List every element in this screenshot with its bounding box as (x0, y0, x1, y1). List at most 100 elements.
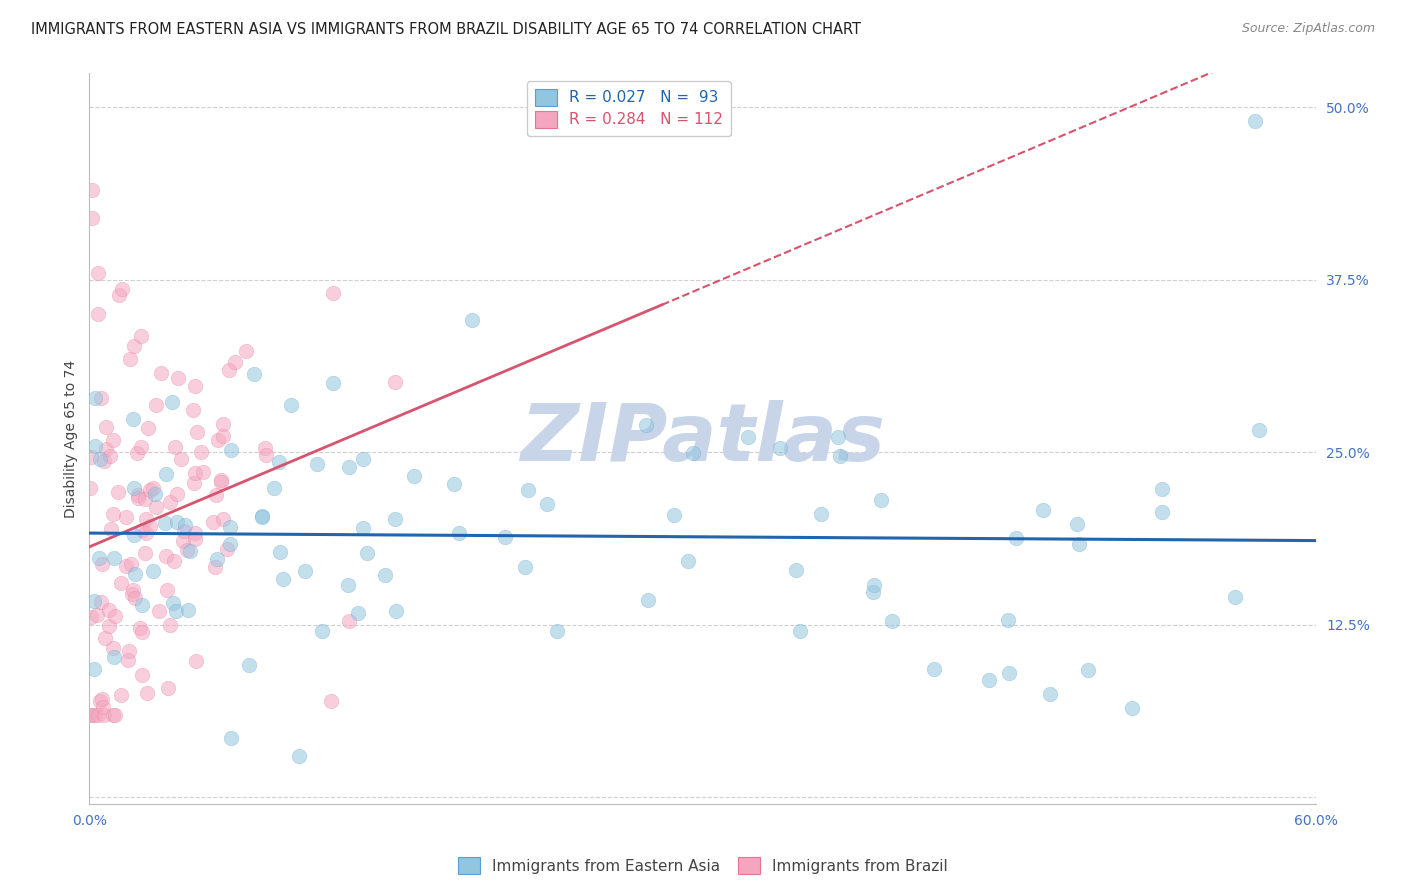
Point (218, 363, 240, 377)
Point (785, 563, 807, 577)
Point (305, 457, 328, 471)
Point (173, 524, 195, 539)
Point (737, 429, 759, 443)
Point (162, 554, 184, 568)
Point (101, 507, 124, 521)
Point (294, 564, 316, 578)
Point (135, 525, 157, 540)
Point (135, 512, 157, 526)
Point (131, 523, 153, 537)
Point (184, 532, 207, 546)
Point (447, 526, 470, 541)
Point (160, 394, 183, 409)
Point (184, 466, 207, 480)
Point (166, 371, 188, 385)
Point (80, 707, 103, 722)
Point (139, 519, 162, 533)
Point (166, 515, 188, 529)
Point (87, 551, 110, 566)
Point (828, 449, 851, 463)
Text: ZIPatlas: ZIPatlas (520, 400, 886, 477)
Point (207, 434, 229, 448)
Point (111, 282, 134, 296)
Point (129, 440, 152, 454)
Point (339, 460, 361, 475)
Point (156, 681, 179, 695)
Point (288, 748, 311, 763)
Point (108, 288, 131, 302)
Point (637, 592, 659, 607)
Point (124, 481, 146, 495)
Point (177, 603, 200, 617)
Point (127, 446, 149, 460)
Point (93, 454, 115, 468)
Point (356, 546, 378, 560)
Point (997, 613, 1019, 627)
Point (165, 604, 187, 618)
Point (1244, 114, 1267, 128)
Point (89, 694, 111, 708)
Point (142, 482, 165, 496)
Point (156, 583, 179, 598)
Point (863, 578, 886, 592)
Point (110, 575, 132, 590)
Point (122, 528, 145, 542)
Point (212, 417, 235, 431)
Point (1249, 423, 1271, 437)
Point (117, 653, 139, 667)
Point (103, 649, 125, 664)
Point (176, 542, 198, 557)
Point (322, 286, 344, 301)
Point (250, 509, 273, 524)
Point (204, 560, 226, 574)
Point (186, 425, 208, 439)
Point (143, 486, 166, 500)
Point (352, 521, 374, 535)
Point (385, 603, 408, 617)
Point (117, 644, 139, 658)
Text: Source: ZipAtlas.com: Source: ZipAtlas.com (1241, 22, 1375, 36)
Point (98, 603, 121, 617)
Point (269, 545, 291, 559)
Point (184, 654, 207, 668)
Point (131, 668, 153, 682)
Point (135, 686, 157, 700)
Point (183, 378, 205, 392)
Point (103, 640, 125, 655)
Point (662, 508, 685, 523)
Point (242, 367, 264, 381)
Point (103, 551, 125, 566)
Point (209, 473, 232, 487)
Point (212, 429, 235, 443)
Point (513, 559, 536, 574)
Point (190, 445, 212, 459)
Point (127, 488, 149, 502)
Point (536, 497, 558, 511)
Point (89, 595, 111, 609)
Point (862, 584, 884, 599)
Point (319, 694, 342, 708)
Point (110, 688, 132, 702)
Point (352, 451, 374, 466)
Point (104, 707, 127, 722)
Point (1066, 516, 1088, 531)
Point (134, 546, 156, 560)
Point (170, 452, 193, 467)
Point (810, 508, 832, 522)
Point (153, 516, 176, 531)
Point (128, 621, 150, 635)
Point (374, 568, 396, 582)
Point (218, 536, 240, 550)
Point (922, 661, 945, 675)
Point (94, 442, 117, 456)
Point (97, 618, 120, 632)
Point (162, 596, 184, 610)
Point (83, 593, 105, 607)
Point (159, 618, 181, 632)
Point (1039, 687, 1062, 701)
Point (870, 493, 893, 508)
Point (142, 564, 165, 578)
Point (90, 691, 112, 706)
Point (1223, 591, 1246, 605)
Point (155, 467, 177, 482)
